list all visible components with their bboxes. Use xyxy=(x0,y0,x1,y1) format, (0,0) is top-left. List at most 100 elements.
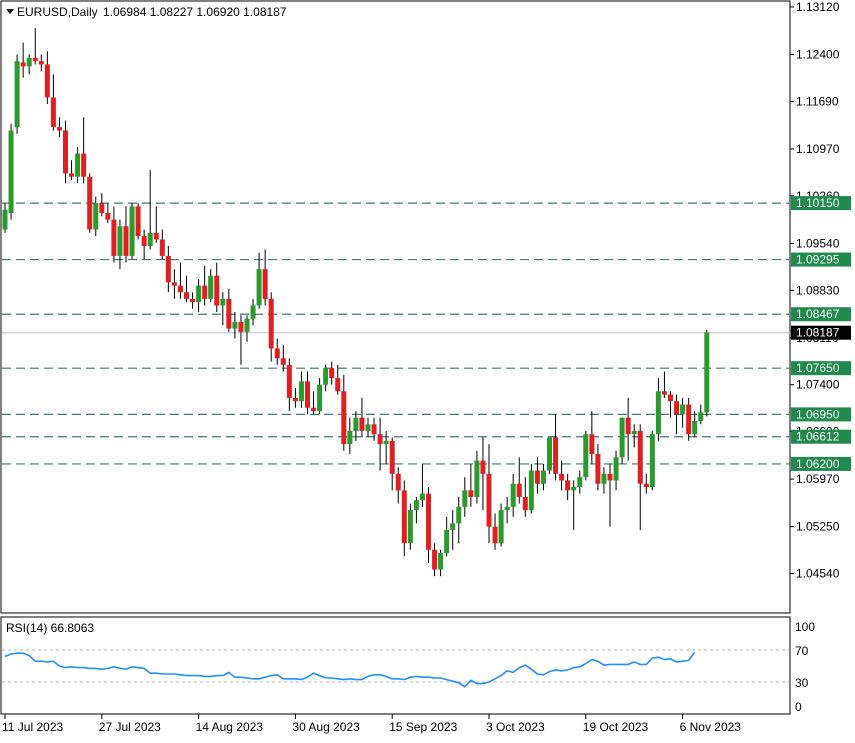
candle xyxy=(686,397,692,441)
candle xyxy=(292,387,298,408)
candle-body xyxy=(468,490,474,497)
candle-body xyxy=(129,206,135,256)
candle-body xyxy=(105,213,111,220)
candle xyxy=(177,262,183,299)
candle-body xyxy=(426,493,431,550)
candle xyxy=(14,54,20,134)
candle-body xyxy=(528,470,534,511)
price-tick-label: 1.05250 xyxy=(796,520,840,534)
candle-body xyxy=(341,391,347,445)
candle xyxy=(26,54,32,75)
candle xyxy=(680,397,686,428)
rsi-plot-frame xyxy=(0,616,791,715)
candle-body xyxy=(686,404,692,435)
candle xyxy=(353,411,359,441)
candle xyxy=(456,496,462,544)
candle xyxy=(184,275,189,303)
candle xyxy=(196,279,202,313)
candle-body xyxy=(44,64,50,98)
candle xyxy=(438,549,444,577)
candle-body xyxy=(643,483,649,488)
rsi-label: RSI(14) 66.8063 xyxy=(6,621,94,635)
candle-body xyxy=(655,391,661,435)
candle xyxy=(359,397,365,438)
candle-body xyxy=(56,127,62,131)
candle xyxy=(93,196,99,237)
candle-body xyxy=(486,473,492,527)
level-label-bg xyxy=(791,361,851,376)
time-tick-label: 19 Oct 2023 xyxy=(583,720,649,734)
current-price-label: 1.08187 xyxy=(796,326,840,340)
candle-body xyxy=(250,305,256,319)
candle xyxy=(589,411,595,464)
candle-body xyxy=(32,57,38,62)
candle-body xyxy=(571,487,577,491)
candle-body xyxy=(111,219,117,256)
price-tick-label: 1.11690 xyxy=(796,94,839,108)
rsi-line xyxy=(4,651,696,688)
candle xyxy=(214,262,220,313)
current-price-label-bg xyxy=(791,325,851,340)
candle-body xyxy=(159,239,165,256)
candle xyxy=(510,473,516,517)
candle-body xyxy=(117,226,123,256)
candle-body xyxy=(504,506,510,511)
level-label-bg xyxy=(791,407,851,422)
candle xyxy=(129,203,135,260)
time-tick-label: 30 Aug 2023 xyxy=(292,720,360,734)
candle-body xyxy=(81,153,87,177)
price-axis: 1.131201.124001.116901.109701.102601.095… xyxy=(790,0,840,581)
candle xyxy=(135,203,141,240)
candle-body xyxy=(141,236,147,247)
candle-body xyxy=(190,298,196,303)
candle xyxy=(147,170,153,250)
candle xyxy=(268,292,274,362)
candle-body xyxy=(256,269,262,306)
level-label-bg xyxy=(791,196,851,211)
candle-body xyxy=(559,473,565,481)
candle xyxy=(32,28,38,65)
candle xyxy=(347,417,353,455)
candle-body xyxy=(50,97,56,128)
candle xyxy=(153,206,159,243)
candle xyxy=(305,371,310,415)
candle-body xyxy=(2,209,8,230)
candle xyxy=(595,444,601,491)
level-label-bg xyxy=(791,252,851,267)
candle-body xyxy=(583,434,589,478)
level-labels: 1.10150 1.09295 1.08467 1.07650 1.06950 1.066… xyxy=(791,196,851,471)
candle xyxy=(704,329,710,417)
candle-body xyxy=(680,404,686,415)
candle xyxy=(256,252,262,309)
candle-body xyxy=(413,500,419,511)
candle-body xyxy=(565,480,571,491)
candle-body xyxy=(177,285,183,293)
candle-body xyxy=(226,298,232,329)
price-tick-label: 1.04540 xyxy=(796,567,840,581)
candle-body xyxy=(311,407,317,412)
candle xyxy=(244,315,250,342)
candle-body xyxy=(38,61,44,65)
candle-body xyxy=(317,384,323,412)
candle xyxy=(117,219,123,270)
candle-body xyxy=(353,417,359,431)
candle xyxy=(534,457,540,494)
candle-body xyxy=(147,232,153,247)
candle-body xyxy=(202,285,208,299)
candle-body xyxy=(262,269,268,299)
candle xyxy=(547,437,552,474)
candle-body xyxy=(14,61,20,128)
candle xyxy=(2,203,8,233)
candle-body xyxy=(335,378,341,392)
candle xyxy=(655,378,661,441)
candle-body xyxy=(510,483,516,507)
candle xyxy=(365,417,371,438)
candle xyxy=(232,312,238,339)
candle xyxy=(141,229,147,260)
dropdown-triangle-icon[interactable] xyxy=(6,9,14,14)
candle xyxy=(553,414,559,481)
candle xyxy=(159,229,165,260)
candle-body xyxy=(365,424,371,431)
level-label-bg xyxy=(791,456,851,471)
candle-body xyxy=(196,285,202,303)
